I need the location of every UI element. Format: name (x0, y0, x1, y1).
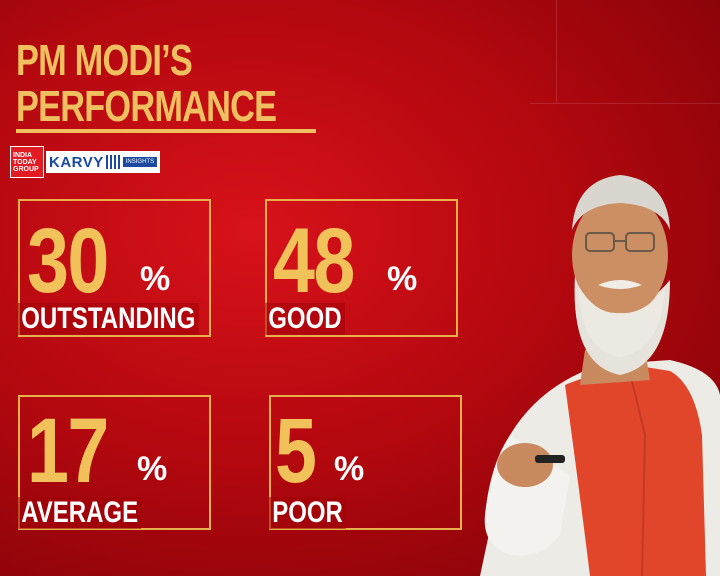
stat-unit-good: % (387, 260, 418, 298)
title-line-2: PERFORMANCE (16, 82, 277, 131)
stat-label-poor: POOR (269, 497, 347, 529)
karvy-wordmark: KARVY (49, 153, 104, 171)
logo-row: INDIA TODAY GROUP KARVY INSIGHTS (10, 146, 161, 178)
stat-value-good: 48 (273, 210, 355, 312)
stat-box-good (265, 199, 458, 337)
stat-value-poor: 5 (275, 400, 317, 502)
karvy-insights-logo: KARVY INSIGHTS (46, 151, 161, 173)
stat-box-average (18, 395, 211, 530)
karvy-bars-icon (105, 155, 120, 169)
title-line-1: PM MODI’S (16, 36, 193, 85)
bg-line-horizontal (530, 103, 720, 104)
stat-label-average: AVERAGE (18, 497, 142, 529)
stat-box-poor (269, 395, 462, 530)
portrait-photo (480, 175, 720, 576)
stat-box-outstanding (18, 199, 211, 337)
india-today-group-logo: INDIA TODAY GROUP (10, 146, 44, 178)
stat-value-average: 17 (27, 400, 109, 502)
stat-value-outstanding: 30 (27, 210, 109, 312)
title-underline (16, 129, 316, 133)
stat-unit-outstanding: % (140, 260, 171, 298)
page-title: PM MODI’S PERFORMANCE (16, 38, 350, 130)
stat-label-good: GOOD (265, 303, 345, 335)
stat-unit-average: % (137, 450, 168, 488)
insights-tag: INSIGHTS (122, 157, 158, 167)
stat-unit-poor: % (334, 450, 365, 488)
stat-label-outstanding: OUTSTANDING (18, 303, 199, 335)
bg-line-vertical (556, 0, 557, 103)
